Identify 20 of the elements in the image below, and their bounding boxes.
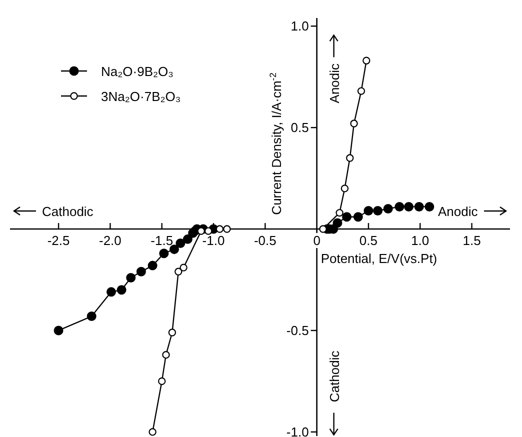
x-tick-label: 0.5 (359, 233, 378, 248)
x-tick-label: -2.0 (99, 233, 122, 248)
x-tick-label: -1.0 (202, 233, 225, 248)
y-tick-label: 0.5 (290, 120, 309, 136)
annotation: Cathodic (326, 350, 342, 402)
y-tick-label: 1.0 (290, 18, 309, 34)
x-tick-label: -1.5 (150, 233, 174, 248)
x-tick-label: 1.0 (411, 233, 430, 248)
x-tick-label: -2.5 (47, 233, 70, 248)
annotation: Anodic (438, 204, 478, 220)
x-tick-label: 0 (313, 233, 320, 248)
x-tick-label: -0.5 (254, 233, 276, 248)
y-tick-label: -0.5 (286, 322, 309, 338)
annotation: Anodic (326, 62, 342, 104)
legend-label: Na₂O·9B₂O₃ (101, 64, 174, 79)
annotation: Cathodic (42, 204, 94, 220)
x-tick-label: 1.5 (462, 233, 481, 248)
x-axis-title: Potential, E/V(vs.Pt) (320, 251, 438, 266)
legend-label: 3Na₂O·7B₂O₃ (101, 89, 181, 104)
y-tick-label: -1.0 (286, 424, 309, 437)
